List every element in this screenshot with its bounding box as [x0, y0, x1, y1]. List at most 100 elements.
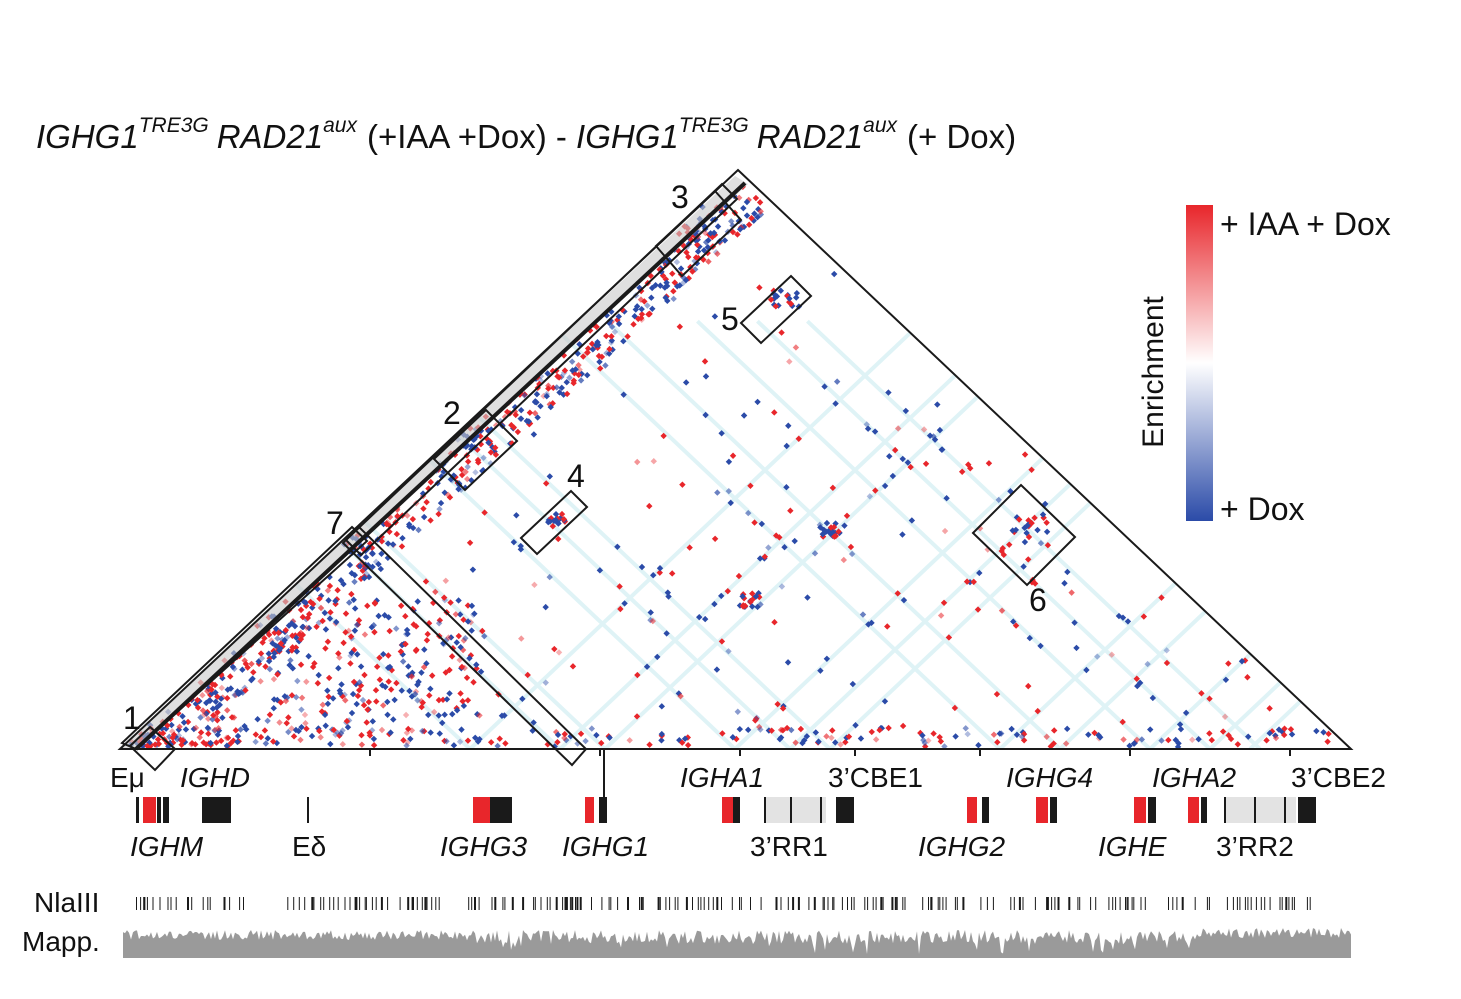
heatmap-cell: [643, 663, 651, 670]
heatmap-cell: [370, 735, 378, 743]
heatmap-cell: [649, 305, 656, 313]
heatmap-cell: [676, 282, 683, 289]
heatmap-cell: [547, 403, 554, 411]
heatmap-cell: [285, 728, 292, 736]
heatmap-cell: [920, 426, 928, 433]
heatmap-cell: [180, 719, 188, 726]
heatmap-cell: [685, 275, 692, 282]
heatmap-cell: [276, 719, 283, 726]
nlaiii-site: [1095, 897, 1097, 910]
heatmap-cell: [563, 390, 571, 398]
heatmap-cell: [899, 531, 906, 538]
label-ighg4: IGHG4: [1006, 762, 1093, 793]
heatmap-cell: [1325, 730, 1332, 738]
heatmap-cell: [754, 603, 761, 611]
heatmap-cell: [756, 555, 764, 562]
heatmap-cell: [773, 293, 781, 300]
heatmap-cell: [936, 733, 943, 741]
heatmap-cell: [436, 505, 443, 513]
label-edelta: Eδ: [292, 831, 326, 862]
nlaiii-site: [1126, 897, 1128, 910]
heatmap-cell: [570, 377, 578, 384]
heatmap-cell: [470, 679, 477, 686]
heatmap-cell: [385, 652, 392, 659]
heatmap-cell: [309, 604, 316, 611]
heatmap-cell: [184, 718, 192, 726]
heatmap-cell: [368, 727, 376, 734]
heatmap-cell: [270, 653, 278, 661]
heatmap-cell: [517, 415, 525, 422]
heatmap-cell: [1021, 538, 1029, 546]
heatmap-cell: [370, 742, 378, 749]
heatmap-cell: [204, 715, 212, 723]
nlaiii-site: [740, 897, 742, 910]
heatmap-cell: [776, 735, 784, 743]
heatmap-cell: [725, 458, 733, 465]
heatmap-cell: [608, 308, 615, 315]
nlaiii-site: [533, 897, 535, 910]
heatmap-cell: [435, 712, 442, 719]
heatmap-cell: [426, 692, 433, 699]
heatmap-cell: [999, 545, 1007, 552]
heatmap-cell: [626, 737, 633, 744]
heatmap-cell: [637, 296, 645, 303]
heatmap-cell: [230, 714, 238, 721]
nlaiii-site: [822, 897, 824, 910]
heatmap-cell: [894, 590, 901, 597]
heatmap-cell: [476, 712, 483, 719]
heatmap-cell: [681, 735, 689, 742]
heatmap-cell: [580, 353, 587, 360]
heatmap-cell: [686, 544, 693, 551]
title-sup1: TRE3G: [139, 114, 209, 137]
heatmap-cell: [409, 605, 416, 613]
nlaiii-site: [311, 897, 314, 910]
heatmap-cell: [569, 663, 577, 670]
heatmap-cell: [577, 377, 585, 384]
heatmap-cell: [464, 618, 472, 625]
heatmap-cell: [926, 432, 934, 439]
heatmap-cell: [325, 693, 332, 700]
stripe-19: [1208, 319, 1351, 749]
heatmap-cell: [423, 498, 430, 506]
heatmap-cell: [376, 654, 383, 661]
heatmap-cell: [273, 739, 281, 747]
heatmap-cell: [351, 578, 358, 585]
nlaiii-site: [364, 897, 366, 910]
heatmap-cell: [937, 612, 945, 619]
heatmap-cell: [335, 664, 342, 672]
heatmap-cell: [399, 534, 406, 542]
heatmap-cell: [241, 684, 248, 692]
heatmap-cell: [797, 725, 805, 733]
heatmap-cell: [616, 583, 623, 590]
nlaiii-site: [872, 897, 874, 910]
nlaiii-site: [202, 897, 204, 910]
heatmap-cell: [356, 562, 364, 570]
nlaiii-site: [894, 897, 897, 910]
legend-axis-label: Enrichment: [1137, 295, 1170, 447]
heatmap-cell: [430, 599, 437, 607]
heatmap-cell: [356, 679, 363, 686]
heatmap-cell: [464, 475, 471, 483]
heatmap-cell: [663, 630, 670, 637]
heatmap-cell: [691, 257, 698, 265]
heatmap-cell: [872, 487, 879, 494]
heatmap-cell: [902, 407, 910, 415]
heatmap-cell: [1120, 736, 1127, 743]
heatmap-cell: [202, 741, 210, 748]
heatmap-cell: [644, 302, 651, 309]
stripe-15: [828, 319, 1284, 749]
heatmap-cell: [326, 582, 334, 590]
heatmap-cell: [205, 685, 212, 693]
heatmap-cell: [384, 664, 392, 672]
nlaiii-site: [426, 897, 428, 910]
heatmap-cell: [694, 248, 702, 255]
heatmap-cell: [881, 698, 889, 705]
title-gene4: RAD21: [757, 118, 863, 155]
heatmap-cell: [481, 632, 488, 640]
heatmap-cell: [382, 683, 389, 691]
heatmap-cell: [242, 687, 249, 694]
heatmap-cell: [756, 284, 763, 291]
heatmap-cell: [740, 412, 748, 419]
heatmap-cell: [343, 717, 351, 725]
